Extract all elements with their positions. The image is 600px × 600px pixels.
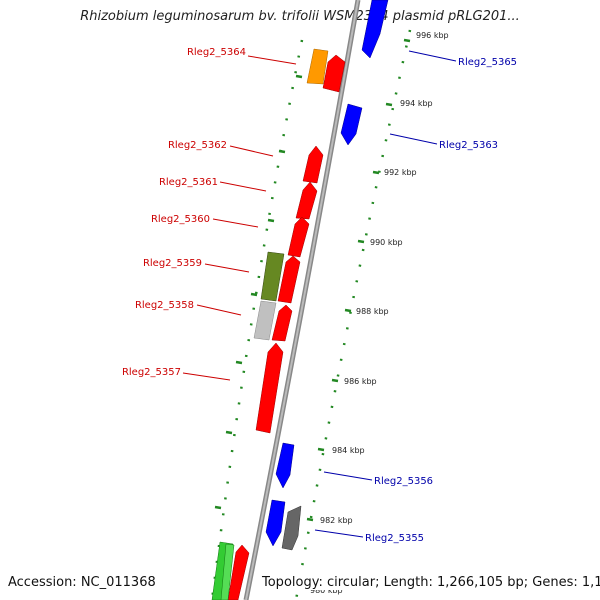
- gene-label[interactable]: Rleg2_5365: [458, 57, 517, 68]
- gene-rleg2-5362[interactable]: [302, 145, 324, 184]
- gene-rleg2-5359[interactable]: [277, 255, 301, 304]
- right-gene-labels: Rleg2_5365 Rleg2_5363 Rleg2_5356 Rleg2_5…: [365, 57, 517, 544]
- left-tick-marks: [214, 74, 303, 510]
- gene-label[interactable]: Rleg2_5363: [439, 140, 498, 151]
- accession-text: Accession: NC_011368: [8, 575, 156, 590]
- gene-label[interactable]: Rleg2_5361: [159, 177, 218, 188]
- gene-label[interactable]: Rleg2_5358: [135, 300, 194, 311]
- gene-green-2[interactable]: [220, 543, 235, 600]
- gene-label[interactable]: Rleg2_5356: [374, 476, 433, 487]
- gene-red-bottom[interactable]: [227, 544, 250, 600]
- gene-label[interactable]: Rleg2_5364: [187, 47, 246, 58]
- left-leader-lines: [182, 55, 297, 381]
- gene-rleg2-5365[interactable]: [361, 0, 389, 59]
- gene-label[interactable]: Rleg2_5355: [365, 533, 424, 544]
- gene-label[interactable]: Rleg2_5359: [143, 258, 202, 269]
- gene-rleg2-5361[interactable]: [295, 181, 318, 220]
- tick-label: 980 kbp: [310, 586, 343, 595]
- gene-rleg2-5355[interactable]: [265, 499, 286, 547]
- tick-label: 996 kbp: [416, 31, 449, 40]
- tick-labels: 996 kbp 994 kbp 992 kbp 990 kbp 988 kbp …: [310, 31, 449, 595]
- tick-label: 990 kbp: [370, 238, 403, 247]
- gene-label[interactable]: Rleg2_5360: [151, 214, 210, 225]
- gene-olive[interactable]: [260, 251, 285, 302]
- tick-label: 994 kbp: [400, 99, 433, 108]
- gene-rleg2-5357[interactable]: [255, 342, 284, 434]
- tick-label: 984 kbp: [332, 446, 365, 455]
- right-tick-marks: [306, 38, 411, 522]
- gene-rleg2-5356[interactable]: [275, 442, 295, 489]
- gene-rleg2-5364[interactable]: [322, 54, 346, 93]
- gene-rleg2-5358[interactable]: [271, 304, 293, 342]
- right-leader-lines: [314, 50, 457, 538]
- gene-dark-gray[interactable]: [281, 505, 302, 551]
- outer-dotted-ring: [294, 29, 412, 600]
- tick-label: 988 kbp: [356, 307, 389, 316]
- topology-text: Topology: circular; Length: 1,266,105 bp…: [262, 575, 600, 590]
- gene-orange[interactable]: [306, 48, 329, 85]
- tick-label: 982 kbp: [320, 516, 353, 525]
- gene-label[interactable]: Rleg2_5362: [168, 140, 227, 151]
- tick-label: 986 kbp: [344, 377, 377, 386]
- gene-rleg2-5363[interactable]: [340, 103, 363, 146]
- map-title: Rhizobium leguminosarum bv. trifolii WSM…: [80, 9, 520, 24]
- gene-rleg2-5360[interactable]: [287, 216, 310, 258]
- gene-label[interactable]: Rleg2_5357: [122, 367, 181, 378]
- left-gene-labels: Rleg2_5364 Rleg2_5362 Rleg2_5361 Rleg2_5…: [122, 47, 246, 378]
- tick-label: 992 kbp: [384, 168, 417, 177]
- gene-light-gray[interactable]: [253, 300, 277, 341]
